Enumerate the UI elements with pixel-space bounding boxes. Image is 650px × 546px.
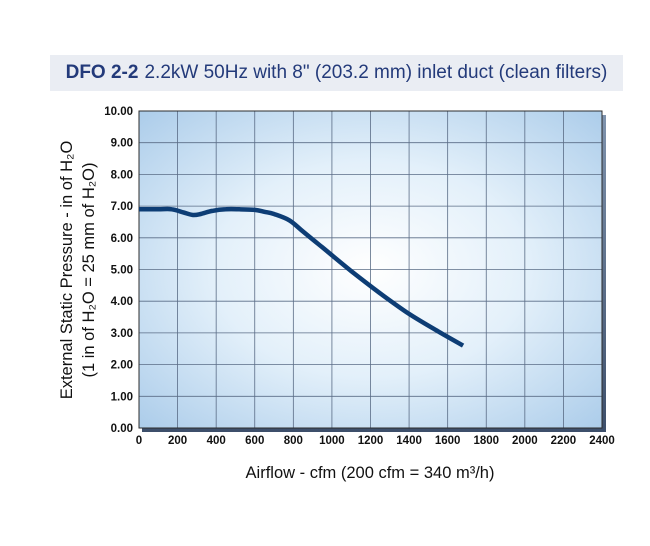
y-tick-label: 1.00: [111, 391, 133, 403]
y-tick-label: 7.00: [111, 201, 133, 213]
chart-title-text: 2.2kW 50Hz with 8" (203.2 mm) inlet duct…: [144, 62, 608, 83]
y-tick-label: 8.00: [111, 169, 133, 181]
x-tick-label: 400: [207, 435, 226, 447]
x-axis-label: Airflow - cfm (200 cfm = 340 m³/h): [246, 464, 495, 482]
y-axis-label-line2: (1 in of H₂O = 25 mm of H₂O): [80, 163, 98, 378]
x-tick-label: 2000: [512, 435, 538, 447]
y-tick-label: 5.00: [111, 265, 133, 277]
chart-title: DFO 2-2 2.2kW 50Hz with 8" (203.2 mm) in…: [50, 55, 623, 91]
x-tick-label: 1400: [396, 435, 422, 447]
y-axis-label-line1: External Static Pressure - in of H₂O: [58, 141, 76, 400]
y-tick-label: 4.00: [111, 296, 133, 308]
x-tick-label: 800: [284, 435, 303, 447]
x-tick-label: 2200: [551, 435, 577, 447]
x-tick-label: 1800: [473, 435, 499, 447]
y-tick-label: 3.00: [111, 328, 133, 340]
x-tick-label: 2400: [589, 435, 615, 447]
chart-title-model: DFO 2-2: [65, 62, 139, 83]
x-tick-label: 1000: [319, 435, 345, 447]
y-tick-label: 0.00: [111, 423, 133, 435]
y-tick-label: 2.00: [111, 360, 133, 372]
x-tick-label: 1600: [435, 435, 461, 447]
x-tick-label: 0: [136, 435, 142, 447]
y-tick-label: 9.00: [111, 138, 133, 150]
x-tick-label: 600: [245, 435, 264, 447]
x-tick-label: 200: [168, 435, 187, 447]
series-line: [139, 206, 465, 348]
x-tick-label: 1200: [358, 435, 384, 447]
y-tick-label: 6.00: [111, 233, 133, 245]
plot-border: [138, 110, 603, 429]
y-tick-label: 10.00: [104, 106, 133, 118]
